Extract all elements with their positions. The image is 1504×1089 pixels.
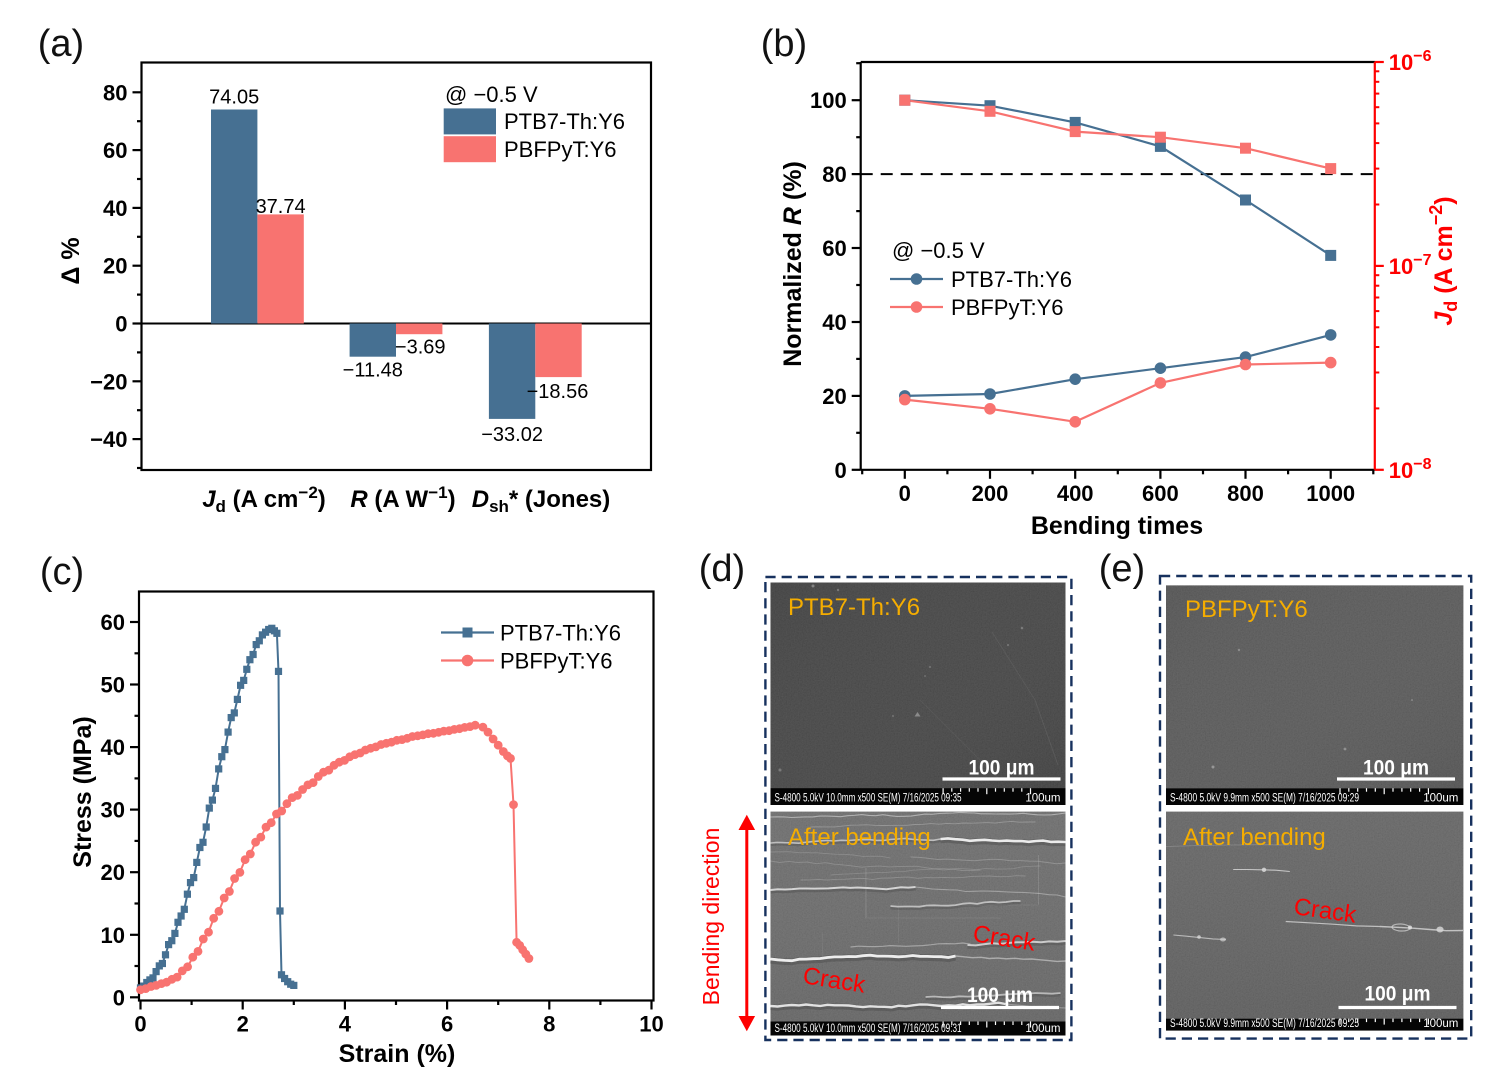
svg-text:PTB7-Th:Y6: PTB7-Th:Y6 (951, 267, 1072, 292)
svg-text:(a): (a) (38, 23, 84, 65)
svg-text:40: 40 (101, 735, 125, 760)
svg-text:Jd (A cm−2): Jd (A cm−2) (1426, 196, 1461, 325)
svg-text:40: 40 (103, 196, 127, 221)
svg-text:PBFPyT:Y6: PBFPyT:Y6 (504, 137, 616, 162)
svg-text:@ −0.5 V: @ −0.5 V (445, 82, 538, 107)
svg-text:Normalized R (%): Normalized R (%) (779, 161, 807, 367)
svg-text:0: 0 (115, 312, 127, 337)
svg-text:Jd (A cm−2): Jd (A cm−2) (202, 483, 326, 516)
svg-text:1000: 1000 (1306, 481, 1355, 506)
svg-text:30: 30 (101, 798, 125, 823)
svg-text:S-4800 5.0kV 9.9mm x500 SE(M): S-4800 5.0kV 9.9mm x500 SE(M) 7/16/2025 … (1170, 793, 1359, 805)
svg-text:100 μm: 100 μm (967, 984, 1033, 1007)
svg-text:100 μm: 100 μm (1365, 983, 1431, 1006)
svg-text:PBFPyT:Y6: PBFPyT:Y6 (951, 295, 1063, 320)
svg-text:100um: 100um (1423, 1018, 1458, 1030)
svg-text:(d): (d) (699, 548, 745, 590)
svg-text:Bending times: Bending times (1031, 512, 1203, 540)
svg-text:(b): (b) (761, 23, 807, 65)
svg-text:S-4800 5.0kV 9.9mm x500 SE(M): S-4800 5.0kV 9.9mm x500 SE(M) 7/16/2025 … (1170, 1018, 1359, 1030)
svg-text:After bending: After bending (1183, 824, 1326, 851)
svg-text:0: 0 (134, 1012, 146, 1037)
svg-text:6: 6 (441, 1012, 453, 1037)
svg-text:100 μm: 100 μm (969, 757, 1035, 780)
svg-text:−11.48: −11.48 (343, 360, 403, 382)
svg-text:0: 0 (113, 985, 125, 1010)
svg-text:400: 400 (1057, 481, 1094, 506)
svg-text:0: 0 (834, 458, 846, 483)
svg-text:@ −0.5 V: @ −0.5 V (892, 238, 985, 263)
svg-text:−33.02: −33.02 (481, 424, 543, 446)
svg-text:S-4800 5.0kV 10.0mm x500 SE(M): S-4800 5.0kV 10.0mm x500 SE(M) 7/16/2025… (775, 1023, 962, 1035)
svg-text:2: 2 (237, 1012, 249, 1037)
svg-text:100um: 100um (1025, 1023, 1060, 1035)
svg-text:8: 8 (543, 1012, 555, 1037)
svg-text:(e): (e) (1099, 548, 1145, 590)
svg-text:37.74: 37.74 (256, 196, 306, 218)
svg-text:10: 10 (101, 923, 125, 948)
svg-text:PTB7-Th:Y6: PTB7-Th:Y6 (504, 109, 625, 134)
svg-text:60: 60 (822, 236, 846, 261)
svg-text:0: 0 (899, 481, 911, 506)
svg-text:PTB7-Th:Y6: PTB7-Th:Y6 (788, 594, 920, 621)
svg-text:After bending: After bending (788, 824, 931, 851)
svg-text:100um: 100um (1423, 793, 1458, 805)
svg-text:4: 4 (339, 1012, 352, 1037)
svg-text:80: 80 (822, 162, 846, 187)
svg-text:−18.56: −18.56 (527, 381, 589, 403)
svg-text:Dsh* (Jones): Dsh* (Jones) (472, 486, 611, 516)
svg-text:10: 10 (639, 1012, 663, 1037)
svg-text:PTB7-Th:Y6: PTB7-Th:Y6 (500, 621, 621, 646)
svg-text:20: 20 (822, 384, 846, 409)
svg-text:Strain (%): Strain (%) (339, 1040, 456, 1068)
svg-text:Stress (MPa): Stress (MPa) (69, 716, 97, 867)
svg-text:Bending direction: Bending direction (698, 828, 724, 1006)
svg-text:50: 50 (101, 673, 125, 698)
svg-text:S-4800 5.0kV 10.0mm x500 SE(M): S-4800 5.0kV 10.0mm x500 SE(M) 7/16/2025… (775, 793, 962, 805)
svg-text:PBFPyT:Y6: PBFPyT:Y6 (1185, 596, 1308, 623)
svg-text:100 μm: 100 μm (1363, 757, 1429, 780)
svg-text:100: 100 (810, 88, 847, 113)
svg-text:200: 200 (972, 481, 1009, 506)
svg-text:20: 20 (103, 254, 127, 279)
svg-text:800: 800 (1227, 481, 1264, 506)
svg-text:Δ %: Δ % (57, 237, 85, 284)
svg-text:−40: −40 (90, 427, 127, 452)
svg-text:−3.69: −3.69 (395, 337, 446, 359)
svg-text:(c): (c) (40, 551, 84, 593)
svg-text:80: 80 (103, 80, 127, 105)
svg-text:60: 60 (103, 138, 127, 163)
svg-text:−20: −20 (90, 369, 127, 394)
svg-text:20: 20 (101, 860, 125, 885)
svg-text:PBFPyT:Y6: PBFPyT:Y6 (500, 649, 612, 674)
svg-text:60: 60 (101, 610, 125, 635)
svg-text:600: 600 (1142, 481, 1179, 506)
svg-text:40: 40 (822, 310, 846, 335)
svg-text:74.05: 74.05 (209, 87, 259, 109)
svg-text:100um: 100um (1025, 793, 1060, 805)
svg-text:10−8: 10−8 (1389, 456, 1432, 483)
svg-text:R (A W−1): R (A W−1) (350, 483, 455, 513)
